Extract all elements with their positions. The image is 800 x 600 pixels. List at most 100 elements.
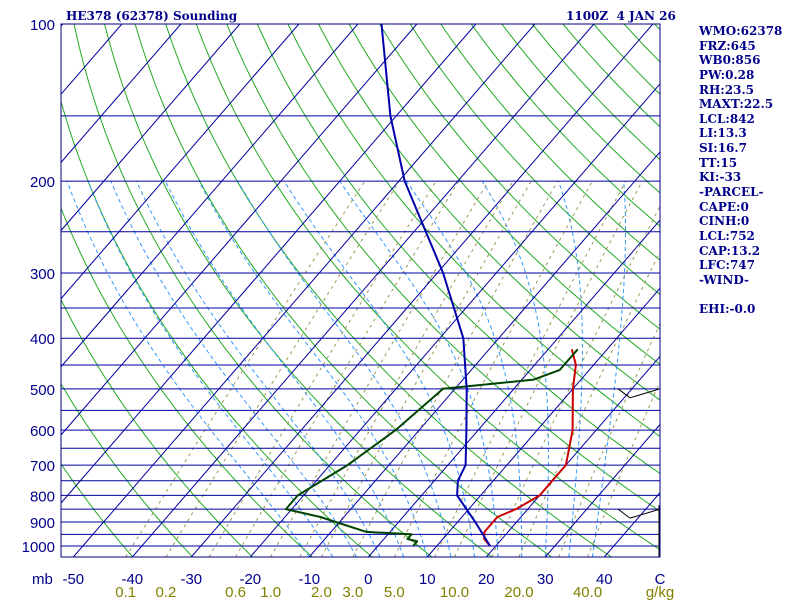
wind-barb-staff	[629, 388, 661, 399]
wind-barb-staff	[629, 508, 661, 519]
mixing-ratio-line	[299, 180, 514, 557]
mixing-ratio-line	[352, 180, 559, 557]
mixing-ratio-label: 0.2	[156, 584, 177, 600]
wind-barb	[617, 508, 661, 519]
pressure-label: 200	[30, 174, 55, 191]
dry-adiabat	[379, 24, 660, 330]
index-line: LCL:842	[699, 111, 755, 126]
wind-barbs	[617, 388, 661, 557]
isotherm	[544, 423, 660, 557]
mixing-ratio-line	[587, 380, 660, 557]
index-line: PW:0.28	[699, 67, 755, 82]
mixing-ratio-unit-label: g/kg	[646, 584, 674, 600]
mixing-ratio-line	[270, 180, 489, 557]
index-line: EHI:-0.0	[699, 302, 756, 317]
wind-barb	[617, 388, 661, 399]
isotherm	[0, 24, 4, 557]
isotherm	[426, 287, 660, 557]
index-line: CINH:0	[699, 214, 750, 229]
moist-adiabat	[66, 180, 310, 557]
isotherm	[61, 24, 241, 232]
mixing-ratio-label: 5.0	[384, 584, 405, 600]
dry-adiabat	[61, 462, 134, 557]
pressure-label: 900	[30, 515, 55, 532]
dry-adiabat	[226, 24, 660, 512]
dry-adiabat	[104, 24, 493, 557]
isotherm	[367, 219, 660, 557]
moist-adiabat	[87, 180, 334, 557]
mixing-ratio-line	[125, 180, 366, 557]
moist-adiabat	[405, 180, 523, 557]
dry-adiabat	[61, 298, 253, 557]
sounding-traces	[284, 24, 579, 547]
mixing-ratio-lines	[125, 180, 660, 557]
sounding-series-2	[284, 348, 579, 547]
index-line: LI:13.3	[699, 126, 747, 141]
dry-adiabat	[61, 99, 373, 557]
moist-adiabat	[283, 180, 475, 557]
index-line: CAP:13.2	[699, 243, 761, 258]
index-line: MAXT:22.5	[699, 97, 774, 112]
pressure-label: 100	[30, 17, 55, 34]
dry-adiabat	[61, 382, 193, 557]
dry-adiabats	[61, 24, 660, 557]
sounding-series-1	[483, 349, 577, 547]
index-line: FRZ:645	[699, 38, 756, 53]
sounding-time: 1100Z 4 JAN 26	[566, 9, 676, 23]
index-line: -WIND-	[699, 272, 749, 287]
mixing-ratio-line	[518, 250, 660, 557]
moist-adiabat	[339, 180, 499, 557]
mixing-ratio-line	[320, 180, 532, 557]
mixing-ratio-line	[558, 322, 660, 557]
dry-adiabat	[256, 24, 660, 475]
isotherm	[61, 24, 300, 300]
isotherm	[249, 83, 660, 557]
moist-adiabats	[66, 180, 626, 557]
moist-adiabat	[592, 181, 626, 557]
isotherm	[61, 24, 359, 368]
temperature-label: -50	[62, 571, 84, 588]
mixing-ratio-line	[491, 205, 660, 557]
pressure-label: 800	[30, 488, 55, 505]
dry-adiabat	[317, 24, 660, 401]
dry-adiabat	[61, 206, 313, 557]
mixing-ratio-line	[454, 180, 643, 557]
mixing-ratio-label: 10.0	[440, 584, 469, 600]
index-line: CAPE:0	[699, 199, 749, 214]
mixing-ratio-label: 0.6	[225, 584, 246, 600]
plot-frame	[60, 23, 661, 558]
mixing-ratio-line	[434, 180, 627, 557]
mixing-ratio-line	[208, 180, 437, 557]
mixing-ratio-label: 2.0	[311, 584, 332, 600]
moist-adiabat	[481, 180, 549, 557]
moist-adiabat	[136, 180, 381, 557]
mixing-ratio-line	[235, 180, 460, 557]
wind-barb-flag	[617, 388, 631, 399]
temperature-label: 30	[537, 571, 554, 588]
pressure-label: 300	[30, 266, 55, 283]
isotherm	[61, 24, 64, 27]
isotherm	[308, 151, 660, 557]
pressure-axis-labels: 100 200 300 400 500 600 700 800 900 1000 mb	[22, 17, 55, 588]
index-line: SI:16.7	[699, 141, 747, 156]
index-line: KI:-33	[699, 170, 742, 185]
pressure-label: 400	[30, 331, 55, 348]
index-line	[699, 288, 782, 303]
station-title: HE378 (62378) Sounding	[66, 9, 238, 23]
temperature-label: 20	[478, 571, 495, 588]
mixing-ratio-labels: 0.1 0.2 0.6 1.0 2.0 3.0 5.0 10.0 20.0 40.0 g/kg	[115, 584, 674, 600]
mixing-ratio-line	[393, 180, 593, 557]
dry-adiabat	[73, 24, 433, 557]
dry-adiabat	[440, 24, 660, 261]
dry-adiabat	[409, 24, 660, 296]
isotherms	[0, 24, 660, 557]
temperature-label: -40	[121, 571, 143, 588]
isotherm	[72, 24, 536, 557]
isotherm	[61, 24, 182, 164]
pressure-label: 1000	[22, 539, 55, 556]
index-line: LFC:747	[699, 258, 755, 273]
moist-adiabat	[557, 180, 583, 557]
temperature-label: 10	[419, 571, 436, 588]
moist-adiabat	[198, 180, 428, 557]
index-line: -PARCEL-	[699, 185, 764, 200]
